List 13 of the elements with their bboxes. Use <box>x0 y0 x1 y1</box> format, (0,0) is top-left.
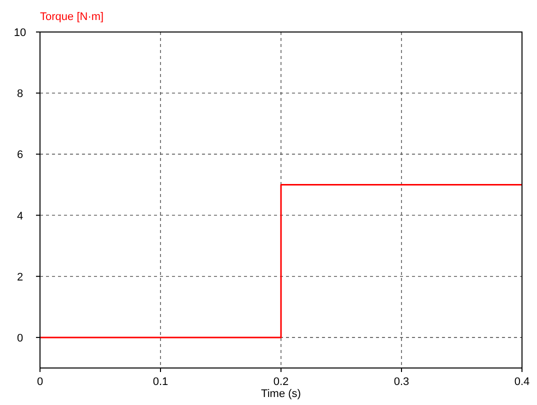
x-tick-label: 0.2 <box>273 376 289 388</box>
y-tick-label: 6 <box>16 149 24 162</box>
y-tick-label: 0 <box>16 332 24 344</box>
y-tick-label: 2 <box>16 271 24 284</box>
y-tick-label: 4 <box>16 210 24 222</box>
x-tick-label: 0.4 <box>514 376 530 388</box>
x-tick-label: 0.3 <box>394 376 410 388</box>
y-axis-title: Torque [N·m] <box>40 11 104 23</box>
x-tick-label: 0.1 <box>152 376 168 388</box>
y-tick-label: 8 <box>16 88 24 100</box>
x-tick-label: 0 <box>36 376 44 388</box>
y-tick-label: 10 <box>14 27 26 39</box>
x-axis-title: Time (s) <box>261 388 301 400</box>
